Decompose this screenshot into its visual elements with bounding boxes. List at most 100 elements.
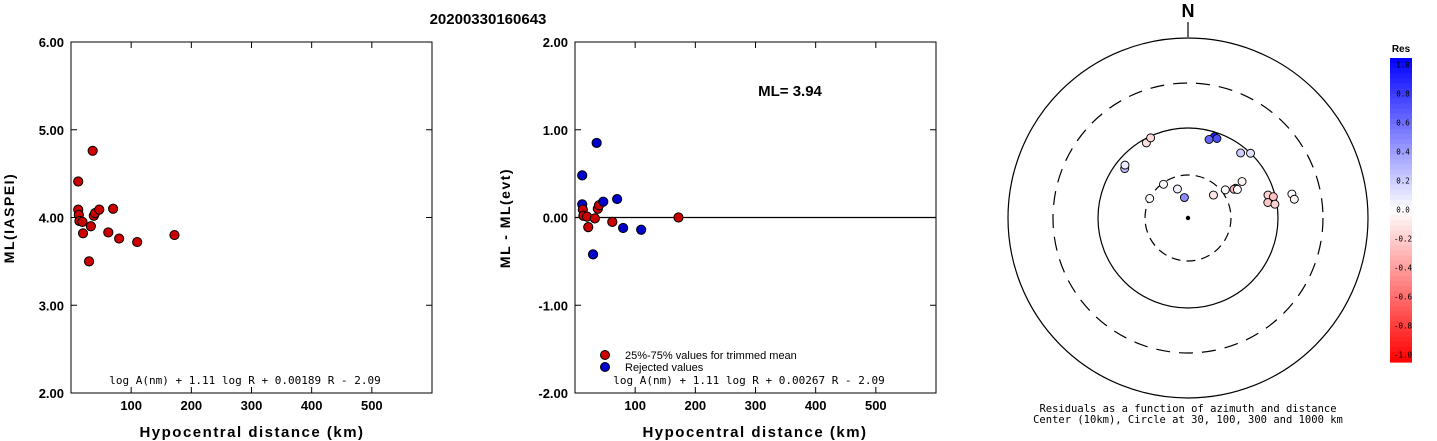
colorbar-swatch	[1390, 321, 1412, 328]
colorbar-swatch	[1390, 159, 1412, 165]
data-point	[612, 193, 623, 205]
colorbar-swatch	[1390, 88, 1412, 95]
colorbar-swatch	[1390, 301, 1412, 307]
y-tick-label: 4.00	[39, 211, 64, 226]
colorbar-swatch	[1390, 184, 1412, 191]
x-axis-ticks: 100 200 300 400 500	[120, 42, 383, 413]
colorbar-swatch	[1390, 73, 1412, 79]
colorbar-swatch	[1390, 316, 1412, 323]
colorbar-swatch	[1390, 356, 1412, 363]
station-point	[1270, 199, 1280, 209]
colorbar-swatch	[1390, 225, 1412, 231]
colorbar-tick-label: 0.2	[1396, 177, 1410, 186]
colorbar-swatch	[1390, 306, 1412, 312]
colorbar-tick-label: -0.8	[1394, 322, 1413, 331]
data-point	[589, 213, 600, 224]
data-point	[108, 203, 119, 214]
colorbar-swatch	[1390, 215, 1412, 221]
colorbar-swatch	[1390, 83, 1412, 89]
x-tick-label: 500	[865, 398, 887, 413]
colorbar-swatch	[1390, 179, 1412, 186]
residual-vs-distance-panel: -2.00 -1.00 0.00 1.00 2.00 100 200 300 400 500 M…	[497, 35, 937, 441]
y-axis-ticks: -2.00 -1.00 0.00 1.00 2.00	[538, 35, 936, 401]
colorbar-tick-label: -0.4	[1394, 264, 1413, 273]
data-point	[618, 222, 629, 234]
station-point	[1204, 135, 1214, 144]
x-tick-label: 300	[241, 398, 263, 413]
y-axis-label: ML - ML(evt)	[497, 168, 513, 268]
colorbar-swatch	[1390, 351, 1412, 358]
colorbar-swatch	[1390, 286, 1412, 292]
colorbar-swatch	[1390, 220, 1412, 226]
station-point	[1232, 185, 1242, 194]
y-tick-label: 0.00	[543, 211, 568, 226]
legend-rejected-label: Rejected values	[625, 362, 704, 374]
data-point	[87, 145, 98, 156]
data-point	[673, 212, 684, 223]
ring-100km	[1097, 127, 1279, 309]
y-tick-label: 2.00	[39, 386, 64, 401]
station-point	[1212, 134, 1222, 143]
data-point	[132, 236, 143, 248]
data-point	[169, 229, 180, 241]
colorbar-swatch	[1390, 78, 1412, 84]
data-point	[607, 216, 618, 227]
colorbar-swatch	[1390, 331, 1412, 338]
x-tick-label: 100	[624, 398, 646, 413]
colorbar-swatch	[1390, 134, 1412, 140]
colorbar-swatch	[1390, 58, 1412, 64]
station-residual-points	[1120, 132, 1299, 209]
north-label: N	[1182, 1, 1195, 21]
colorbar-tick-label: 1.0	[1396, 61, 1410, 70]
colorbar-swatch	[1390, 118, 1412, 125]
x-tick-label: 200	[684, 398, 706, 413]
data-point	[73, 176, 84, 187]
y-tick-label: 5.00	[39, 123, 64, 138]
colorbar-swatch	[1390, 199, 1412, 206]
station-point	[1236, 148, 1246, 158]
azimuth-residual-map-panel: N Residuals as a function of azimuth and…	[1007, 1, 1413, 426]
data-point	[77, 216, 88, 227]
colorbar-swatch	[1390, 210, 1412, 216]
colorbar-tick-label: 0.0	[1396, 206, 1410, 215]
colorbar-swatch	[1390, 255, 1412, 262]
colorbar-swatch	[1390, 194, 1412, 201]
ring-300km	[1052, 82, 1324, 354]
y-tick-label: 3.00	[39, 298, 64, 313]
residual-colorbar	[1390, 58, 1412, 363]
station-point	[1172, 184, 1182, 194]
colorbar-tick-label: 0.4	[1396, 148, 1410, 157]
y-tick-label: 2.00	[543, 35, 568, 50]
colorbar-swatch	[1390, 113, 1412, 120]
colorbar-title: Res	[1392, 44, 1411, 55]
legend-rejected-marker	[600, 362, 610, 372]
map-caption-line2: Center (10km), Circle at 30, 100, 300 an…	[1033, 414, 1343, 426]
colorbar-swatch	[1390, 280, 1412, 287]
epicenter-marker	[1185, 215, 1191, 221]
colorbar-swatch	[1390, 291, 1412, 297]
colorbar-swatch	[1390, 169, 1412, 176]
colorbar-swatch	[1390, 98, 1412, 105]
station-point	[1237, 177, 1247, 186]
x-tick-label: 400	[805, 398, 827, 413]
x-tick-label: 400	[301, 398, 323, 413]
colorbar-swatch	[1390, 250, 1412, 257]
colorbar-swatch	[1390, 123, 1412, 130]
colorbar-swatch	[1390, 144, 1412, 150]
ml-points	[73, 145, 180, 267]
legend-trimmed-marker	[600, 350, 610, 360]
plot-frame	[70, 41, 433, 394]
formula-label: log A(nm) + 1.11 log R + 0.00267 R - 2.0…	[613, 374, 885, 387]
data-point	[587, 249, 599, 260]
colorbar-tick-label: -0.6	[1394, 293, 1413, 302]
colorbar-swatch	[1390, 189, 1412, 196]
station-point	[1209, 190, 1218, 200]
station-point	[1145, 194, 1155, 203]
data-point	[85, 221, 96, 232]
colorbar-swatch	[1390, 265, 1412, 272]
station-point	[1159, 179, 1168, 189]
y-tick-label: -1.00	[538, 298, 568, 313]
x-tick-label: 200	[180, 398, 202, 413]
station-point	[1179, 193, 1189, 202]
data-point	[114, 233, 125, 244]
